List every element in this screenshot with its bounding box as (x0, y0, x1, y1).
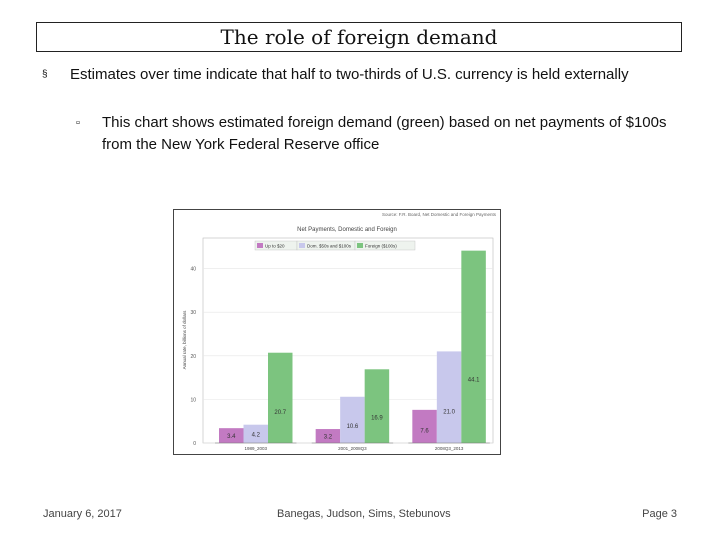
y-axis-label: Annual rate, billions of dollars (182, 310, 187, 370)
x-tick-label: 1989_2003 (244, 446, 267, 451)
bar-value-label: 16.9 (371, 415, 383, 421)
y-tick-label: 10 (190, 397, 196, 403)
bar (436, 351, 462, 443)
chart-frame: Source: F.R. Board, Net Domestic and For… (173, 209, 501, 455)
footer-page-number: Page 3 (642, 508, 677, 520)
legend-label: Dom. $50s and $100s (307, 244, 352, 249)
bar (315, 429, 341, 443)
bar-value-label: 10.6 (347, 424, 359, 430)
y-tick-label: 20 (190, 354, 196, 360)
bar-chart: Source: F.R. Board, Net Domestic and For… (182, 212, 497, 451)
legend-swatch (357, 243, 363, 248)
bar (412, 409, 437, 443)
legend-item: Foreign ($100s) (354, 240, 416, 251)
bar (364, 369, 390, 443)
bar (268, 352, 293, 443)
footer-date: January 6, 2017 (43, 508, 122, 520)
legend-item: Up to $20 (254, 240, 298, 251)
bar (340, 396, 365, 443)
legend-swatch (257, 243, 263, 248)
bar (243, 424, 268, 443)
x-tick-label: 2008Q3_2013 (435, 446, 464, 451)
bar-value-label: 7.6 (420, 428, 429, 434)
bar-value-label: 44.1 (468, 377, 480, 383)
chart-title: Net Payments, Domestic and Foreign (297, 227, 397, 233)
bar (219, 428, 244, 443)
legend-label: Up to $20 (265, 244, 285, 249)
bar-value-label: 4.2 (252, 432, 261, 438)
legend-item: Dom. $50s and $100s (296, 240, 356, 251)
sub-bullet-text: This chart shows estimated foreign deman… (102, 114, 667, 153)
square-bullet-icon: § (42, 69, 48, 80)
legend-label: Foreign ($100s) (365, 244, 397, 249)
bar-value-label: 20.7 (274, 410, 286, 416)
bullet-text: Estimates over time indicate that half t… (70, 66, 629, 83)
y-tick-label: 30 (190, 310, 196, 316)
footer-authors: Banegas, Judson, Sims, Stebunovs (277, 508, 451, 520)
bar-value-label: 3.2 (324, 435, 333, 441)
hollow-square-bullet-icon: ▫ (76, 117, 80, 129)
legend-swatch (299, 243, 305, 248)
slide-title: The role of foreign demand (220, 25, 498, 49)
slide-title-box: The role of foreign demand (36, 22, 682, 52)
legend-item-box (354, 240, 416, 251)
y-tick-label: 40 (190, 267, 196, 273)
bar (461, 250, 486, 443)
y-tick-label: 0 (193, 441, 196, 447)
chart-top-note: Source: F.R. Board, Net Domestic and For… (382, 212, 497, 217)
bar-value-label: 21.0 (443, 410, 455, 416)
bar-value-label: 3.4 (227, 434, 236, 440)
x-tick-label: 2001_2008Q3 (338, 446, 367, 451)
